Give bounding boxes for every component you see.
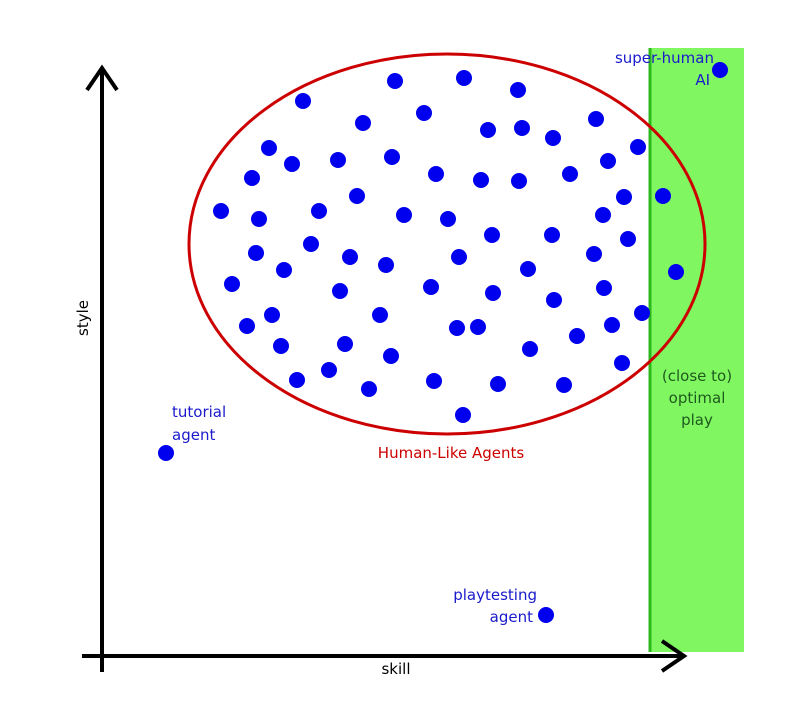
human-like-agent-dot [455, 407, 471, 423]
y-axis [85, 64, 119, 672]
human-like-agent-dot [332, 283, 348, 299]
human-like-region [187, 52, 707, 436]
human-like-agent-dot [426, 373, 442, 389]
human-like-agent-dot [289, 372, 305, 388]
human-like-agent-dot [544, 227, 560, 243]
human-like-agent-dot [321, 362, 337, 378]
human-like-agent-dot [440, 211, 456, 227]
human-like-agent-dot [416, 105, 432, 121]
human-like-agent-dot [588, 111, 604, 127]
human-like-agent-dot [284, 156, 300, 172]
x-axis [82, 639, 688, 673]
optimal-play-label-line: optimal [669, 389, 726, 407]
human-like-agent-dot [244, 170, 260, 186]
human-like-agent-dot [569, 328, 585, 344]
human-like-agent-dot [378, 257, 394, 273]
human-like-agent-dot [330, 152, 346, 168]
super-human-ai-label-line: super-human [615, 49, 714, 67]
playtesting-agent-label: playtesting agent [453, 586, 537, 626]
human-like-agent-dot [600, 153, 616, 169]
human-like-agent-dot [276, 262, 292, 278]
human-like-agent-dot [514, 120, 530, 136]
human-like-agent-dot [239, 318, 255, 334]
human-like-agent-dot [261, 140, 277, 156]
human-like-agent-dot [545, 130, 561, 146]
human-like-agent-dot [511, 173, 527, 189]
human-like-agent-dot [451, 249, 467, 265]
human-like-agent-dot [616, 189, 632, 205]
human-like-agent-dot [383, 348, 399, 364]
playtesting-agent-label-line: playtesting [453, 586, 537, 604]
human-like-agent-dot [349, 188, 365, 204]
tutorial-agent-label: tutorial agent [172, 403, 226, 444]
human-like-agent-dot [522, 341, 538, 357]
tutorial-agent-label-line: tutorial [172, 403, 226, 421]
optimal-play-label-line: (close to) [662, 367, 732, 385]
human-like-agent-dot [630, 139, 646, 155]
tutorial-agent-dot [158, 445, 174, 461]
human-like-agent-dot [562, 166, 578, 182]
human-like-agent-dot [449, 320, 465, 336]
human-like-agent-dot [295, 93, 311, 109]
human-like-agent-dot [655, 188, 671, 204]
optimal-play-region [650, 48, 744, 652]
human-like-agent-dot [423, 279, 439, 295]
human-like-agent-dot [614, 355, 630, 371]
human-like-agent-dot [387, 73, 403, 89]
human-like-agent-dot [586, 246, 602, 262]
human-like-agent-dot [556, 377, 572, 393]
human-like-agent-dot [251, 211, 267, 227]
human-like-agent-dot [213, 203, 229, 219]
human-like-agent-dot [510, 82, 526, 98]
human-like-agent-dot [311, 203, 327, 219]
human-like-agent-dot [520, 261, 536, 277]
human-like-agent-dot [428, 166, 444, 182]
human-like-agent-dot [604, 317, 620, 333]
human-like-agent-dot [273, 338, 289, 354]
human-like-agent-dots [213, 70, 684, 423]
tutorial-agent-label-line: agent [172, 426, 215, 444]
human-like-agent-dot [361, 381, 377, 397]
human-like-agent-dot [484, 227, 500, 243]
human-like-agent-dot [396, 207, 412, 223]
human-like-agent-dot [456, 70, 472, 86]
human-like-agent-dot [342, 249, 358, 265]
human-like-agent-dot [668, 264, 684, 280]
human-like-agent-dot [337, 336, 353, 352]
human-like-agent-dot [473, 172, 489, 188]
human-like-agent-dot [546, 292, 562, 308]
human-like-agent-dot [224, 276, 240, 292]
super-human-ai-label-line: AI [695, 71, 710, 89]
human-like-agent-dot [355, 115, 371, 131]
y-axis-label: style [74, 300, 92, 336]
human-like-agent-dot [264, 307, 280, 323]
human-like-label: Human-Like Agents [378, 444, 525, 462]
human-like-agent-dot [384, 149, 400, 165]
human-like-agent-dot [480, 122, 496, 138]
optimal-play-label: (close to) optimal play [662, 367, 732, 429]
human-like-agent-dot [620, 231, 636, 247]
playtesting-agent-label-line: agent [490, 608, 533, 626]
human-like-agent-dot [248, 245, 264, 261]
human-like-agent-dot [634, 305, 650, 321]
human-like-agent-dot [470, 319, 486, 335]
human-like-agent-dot [596, 280, 612, 296]
human-like-agent-dot [595, 207, 611, 223]
human-like-agent-dot [303, 236, 319, 252]
human-like-agent-dot [485, 285, 501, 301]
optimal-play-label-line: play [681, 411, 713, 429]
super-human-ai-dot [712, 62, 728, 78]
x-axis-label: skill [381, 660, 410, 678]
playtesting-agent-dot [538, 607, 554, 623]
human-like-agent-dot [372, 307, 388, 323]
super-human-ai-label: super-human AI [615, 49, 714, 89]
human-like-agent-dot [490, 376, 506, 392]
